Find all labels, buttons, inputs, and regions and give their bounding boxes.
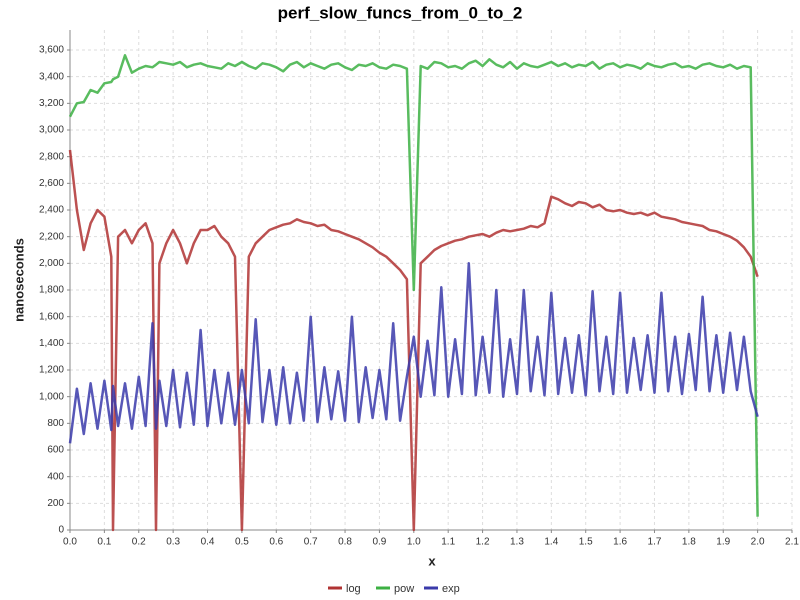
y-tick-label: 1,400 xyxy=(39,338,64,349)
x-tick-label: 0.5 xyxy=(235,537,249,548)
y-tick-label: 1,200 xyxy=(39,365,64,376)
x-tick-label: 1.7 xyxy=(648,537,662,548)
y-tick-label: 2,000 xyxy=(39,258,64,269)
chart-title: perf_slow_funcs_from_0_to_2 xyxy=(278,3,523,22)
x-tick-label: 0.1 xyxy=(97,537,111,548)
legend-label: exp xyxy=(442,583,460,595)
x-tick-label: 2.0 xyxy=(751,537,765,548)
y-tick-label: 1,800 xyxy=(39,285,64,296)
y-tick-label: 2,800 xyxy=(39,151,64,162)
series-line xyxy=(68,262,759,444)
x-tick-label: 0.7 xyxy=(304,537,318,548)
y-tick-label: 2,400 xyxy=(39,205,64,216)
legend-label: pow xyxy=(394,583,414,595)
y-tick-label: 0 xyxy=(58,525,64,536)
y-tick-label: 1,000 xyxy=(39,391,64,402)
x-tick-label: 0.2 xyxy=(132,537,146,548)
x-tick-label: 2.1 xyxy=(785,537,799,548)
x-tick-label: 0.3 xyxy=(166,537,180,548)
y-tick-label: 600 xyxy=(47,445,64,456)
x-tick-label: 1.6 xyxy=(613,537,627,548)
y-tick-label: 3,200 xyxy=(39,98,64,109)
series-line xyxy=(68,54,759,517)
y-tick-label: 2,600 xyxy=(39,178,64,189)
x-tick-label: 0.8 xyxy=(338,537,352,548)
y-tick-label: 3,400 xyxy=(39,71,64,82)
y-axis-label: nanoseconds xyxy=(11,238,26,322)
y-tick-label: 3,000 xyxy=(39,125,64,136)
x-tick-label: 1.4 xyxy=(544,537,558,548)
x-tick-label: 0.0 xyxy=(63,537,77,548)
y-tick-label: 200 xyxy=(47,498,64,509)
y-tick-label: 2,200 xyxy=(39,231,64,242)
x-tick-label: 1.8 xyxy=(682,537,696,548)
x-tick-label: 1.1 xyxy=(441,537,455,548)
x-tick-label: 1.3 xyxy=(510,537,524,548)
y-tick-label: 3,600 xyxy=(39,45,64,56)
y-tick-label: 1,600 xyxy=(39,311,64,322)
x-axis-label: x xyxy=(428,553,436,568)
x-tick-label: 1.0 xyxy=(407,537,421,548)
x-tick-label: 0.9 xyxy=(372,537,386,548)
y-tick-label: 800 xyxy=(47,418,64,429)
x-tick-label: 1.5 xyxy=(579,537,593,548)
legend-label: log xyxy=(346,583,361,595)
series-line xyxy=(68,149,759,532)
x-tick-label: 0.4 xyxy=(201,537,215,548)
x-tick-label: 1.2 xyxy=(476,537,490,548)
x-tick-label: 0.6 xyxy=(269,537,283,548)
x-tick-label: 1.9 xyxy=(716,537,730,548)
y-tick-label: 400 xyxy=(47,471,64,482)
